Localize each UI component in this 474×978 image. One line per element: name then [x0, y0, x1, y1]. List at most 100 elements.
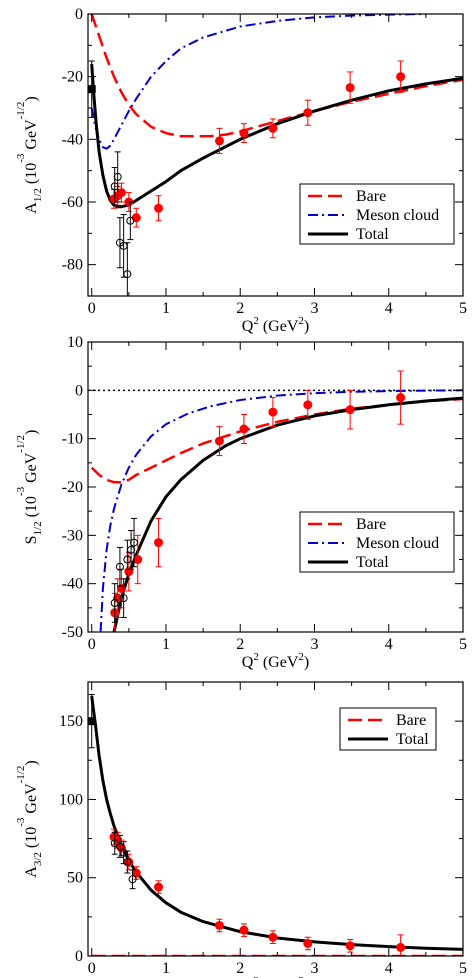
panel-middle-y-axis-label-part: ): [23, 430, 40, 435]
panel-top-legend: Bare Meson cloud Total: [299, 183, 455, 245]
panel-middle-x-axis-label-part: 2: [253, 651, 259, 663]
panel-bottom-legend-label-bare: Bare: [396, 712, 426, 729]
panel-bottom-xtick-label: 1: [162, 960, 170, 977]
panel-top-y-axis-label-part: A: [23, 202, 40, 214]
panel-top-ytick-label: -80: [62, 257, 83, 274]
panel-middle-x-axis-label-part: 2: [298, 651, 304, 663]
panel-top-ytick-label: -20: [62, 69, 83, 86]
panel-bottom-data-point-filled: [239, 923, 249, 937]
panel-bottom-marker-filled: [268, 932, 278, 942]
panel-bottom-data-point-filled: [345, 939, 355, 953]
panel-top-y-axis-label-part: (10: [23, 163, 40, 184]
panel-top-marker-filled: [131, 213, 141, 223]
panel-top-x-axis-label-part: ): [304, 318, 309, 335]
panel-top-xtick-label: 1: [162, 300, 170, 317]
panel-middle-legend-label-bare: Bare: [356, 516, 386, 533]
panel-top-data-point-filled: [396, 60, 406, 93]
panel-bottom-legend: Bare Total: [339, 707, 437, 751]
panel-bottom-marker-filled: [131, 868, 141, 878]
panel-middle-xtick-label: 0: [88, 636, 96, 653]
panel-top-data-point-filled: [214, 127, 224, 154]
panel-middle-marker-open: [130, 538, 139, 547]
panel-top-xtick-label: 2: [236, 300, 244, 317]
panel-middle-x-axis-label-part: Q: [242, 654, 254, 671]
panel-top-marker-open: [110, 182, 119, 191]
panel-middle-xtick-label: 3: [310, 636, 318, 653]
panel-bottom-data-point-filled: [268, 930, 278, 944]
panel-top-y-axis-label-part: -1/2: [15, 102, 27, 120]
panel-middle-marker-filled: [124, 567, 134, 577]
panel-middle-legend-label-meson-cloud: Meson cloud: [356, 535, 439, 552]
panel-bottom-data-point-filled: [303, 936, 313, 951]
panel-top-data-point-open: [123, 242, 132, 296]
panel-middle-data-point-open: [127, 530, 136, 570]
panel-middle-y-axis-label-part: -1/2: [15, 435, 27, 453]
panel-top-x-axis-label: Q2 (GeV2): [242, 315, 309, 335]
panel-top-data-point-open: [113, 151, 122, 203]
panel-bottom-y-axis-label: A3/2 (10-3 GeV-1/2): [15, 760, 44, 877]
panel-bottom-data-point-filled: [131, 866, 141, 880]
panel-top-y-axis-label-part: GeV: [23, 119, 40, 150]
panel-top-y-axis-label-part: -3: [15, 153, 27, 163]
panel-middle-marker-filled: [396, 393, 406, 403]
panel-bottom-ytick-label: 150: [59, 713, 83, 730]
panel-middle-y-axis-label-part: 1/2: [32, 521, 44, 535]
panel-bottom-xtick-label: 5: [459, 960, 467, 977]
panel-middle-data-point-filled: [345, 389, 355, 430]
panel-middle-y-axis-label-part: (10: [23, 496, 40, 517]
panel-middle-xtick-label: 1: [162, 636, 170, 653]
panel-bottom-y-axis-label-part: ): [23, 760, 40, 765]
panel-top-ytick-label: -60: [62, 194, 83, 211]
panel-middle-data-point-filled: [268, 397, 278, 428]
panel-middle-ytick-label: -20: [62, 479, 83, 496]
panel-top-x-axis-label-part: Q: [242, 318, 254, 335]
panel-middle-marker-filled: [239, 424, 249, 434]
panel-top-data-point-filled: [154, 195, 164, 222]
panel-top-curve-bare: [90, 14, 463, 138]
panel-top-marker-filled: [268, 123, 278, 133]
panel-middle-data-point-filled: [214, 426, 224, 457]
panel-bottom-marker-open: [123, 858, 132, 867]
panel-middle-legend-label-total: Total: [356, 554, 389, 571]
panel-top-ytick-label: -40: [62, 131, 83, 148]
panel-top-xtick-label: 3: [310, 300, 318, 317]
panel-bottom-y-axis-label-part: A: [23, 866, 40, 878]
panel-bottom-ytick-label: 0: [75, 948, 83, 965]
panel-middle-marker-filled: [303, 400, 313, 410]
panel-middle-marker-filled: [345, 405, 355, 415]
panel-top-data-point-open: [110, 167, 119, 206]
panel-top-y-axis-label-part: 1/2: [32, 188, 44, 202]
panel-top-data-point-filled: [303, 99, 313, 126]
panel-bottom-data-point-filled: [214, 918, 224, 933]
panel-bottom-data-point-open: [123, 850, 132, 874]
panel-middle-x-axis-label: Q2 (GeV2): [242, 651, 309, 671]
panel-top-marker-open: [126, 216, 135, 225]
panel-middle-data-point-filled: [154, 517, 164, 568]
panel-bottom-legend-label-total: Total: [396, 731, 429, 748]
panel-bottom-y-axis-label-part: -3: [15, 817, 27, 827]
panel-top-y-axis-label: A1/2 (10-3 GeV-1/2): [15, 96, 44, 213]
panel-middle-marker-filled: [113, 593, 123, 603]
panel-bottom-legend-box: [339, 707, 437, 751]
panel-middle-marker-filled: [268, 407, 278, 417]
panel-bottom-marker-filled: [124, 857, 134, 867]
panel-top-ytick-label: 0: [75, 6, 83, 23]
panel-top-legend-label-meson-cloud: Meson cloud: [356, 207, 439, 224]
panel-middle-marker-open: [115, 562, 124, 571]
panel-middle-marker-filled: [214, 436, 224, 446]
panel-middle-ytick-label: -10: [62, 431, 83, 448]
panel-top-xtick-label: 4: [385, 300, 393, 317]
panel-middle-data-point-filled: [396, 370, 406, 425]
panel-middle-data-point-filled: [239, 414, 249, 444]
panel-middle-data-point-filled: [303, 389, 313, 420]
panel-middle-marker-filled: [133, 555, 143, 564]
panel-top-data-point-filled: [131, 207, 141, 228]
panel-top-frame: [87, 13, 464, 297]
panel-middle-y-axis-label: S1/2 (10-3 GeV-1/2): [15, 430, 44, 545]
panel-top-marker-filled: [214, 136, 224, 146]
panel-top-data-point-filled: [268, 118, 278, 139]
panel-middle-xtick-label: 4: [385, 636, 393, 653]
panel-top-legend-label-total: Total: [356, 226, 389, 243]
